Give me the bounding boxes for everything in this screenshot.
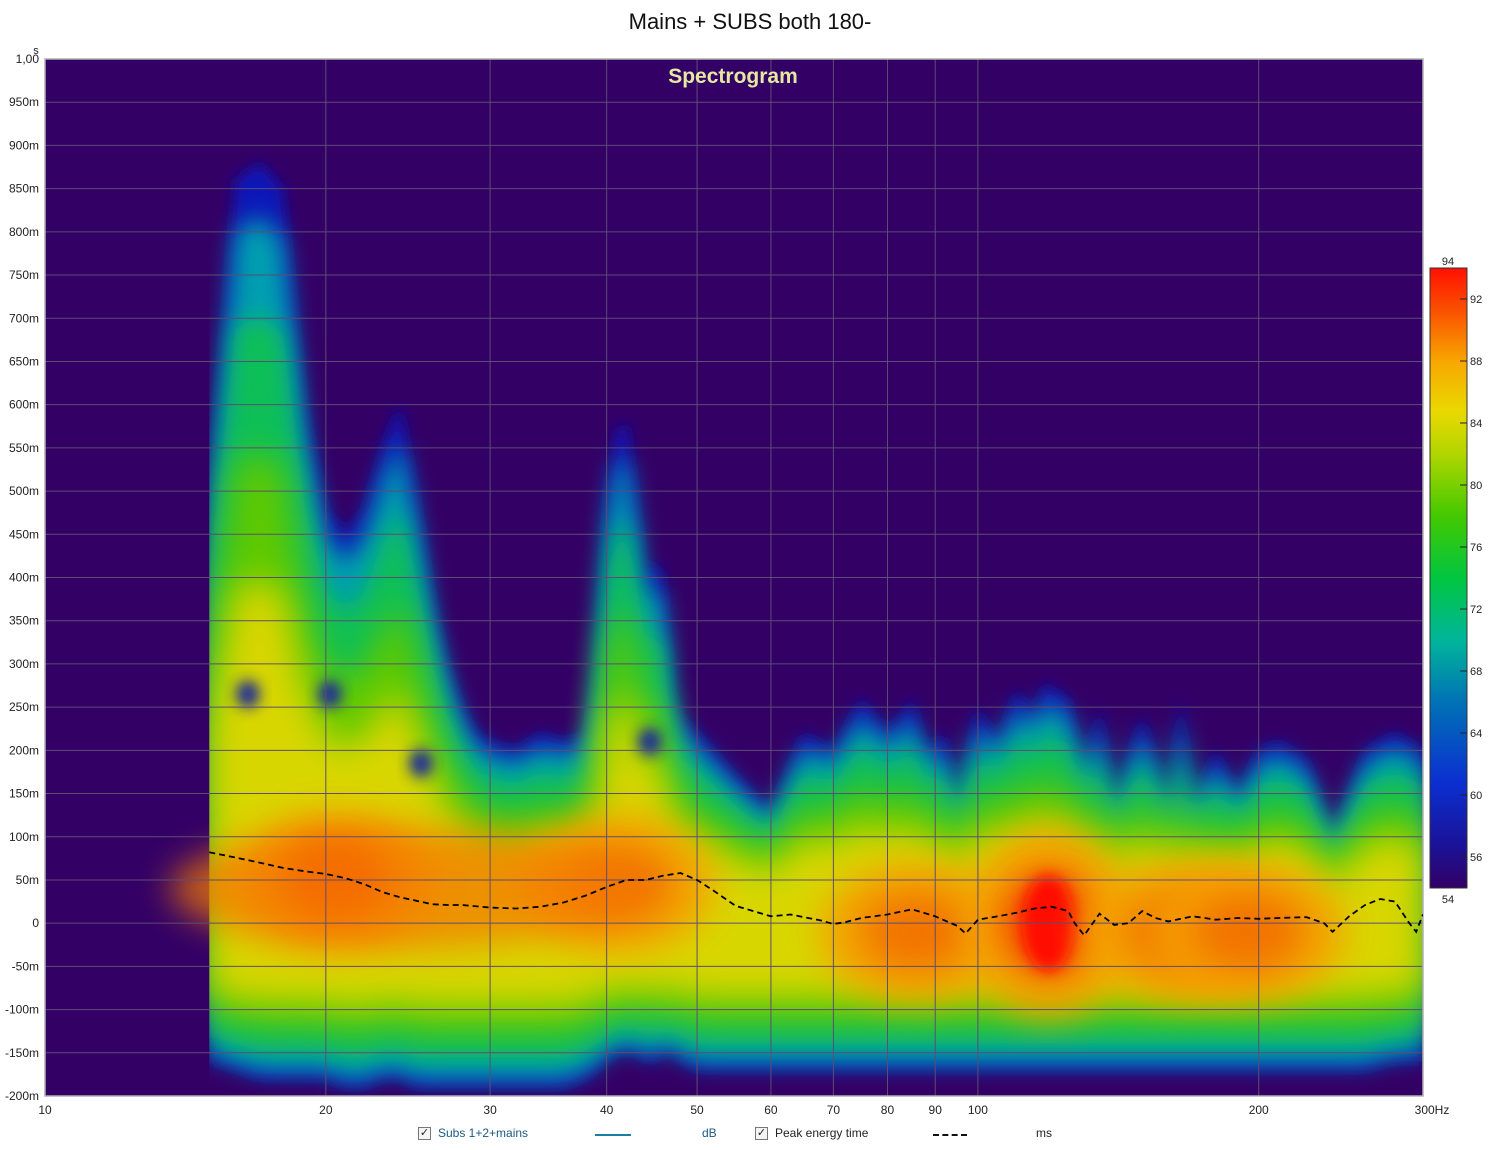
colorbar-tick-label: 94	[1442, 256, 1454, 268]
y-tick-label: 50m	[16, 873, 39, 887]
x-tick-labels: 10 20 30 40 50 60 70 80 90 100 200 300Hz	[38, 1103, 1449, 1117]
y-tick-label: 950m	[9, 95, 39, 109]
x-tick-label: 60	[764, 1103, 778, 1117]
grid-lines	[45, 59, 1423, 1096]
y-tick-label: -200m	[5, 1089, 39, 1103]
y-tick-label: 400m	[9, 571, 39, 585]
y-tick-label: 800m	[9, 225, 39, 239]
colorbar-tick-label: 64	[1470, 728, 1482, 740]
y-tick-labels: 1,00 950m 900m 850m 800m 750m 700m 650m 600m 550m…	[5, 52, 39, 1103]
y-tick-label: 1,00	[16, 52, 40, 66]
x-tick-label: 300Hz	[1415, 1103, 1450, 1117]
peak-unit-label: ms	[1036, 1126, 1052, 1140]
subs-checkbox[interactable]: ✓	[418, 1126, 431, 1140]
subs-unit: dB	[702, 1126, 717, 1140]
y-tick-label: 350m	[9, 614, 39, 628]
x-tick-label: 70	[827, 1103, 841, 1117]
plot-border	[44, 58, 1424, 1097]
x-tick-label: 100	[968, 1103, 988, 1117]
null-spot-1	[317, 680, 342, 709]
y-axis-unit: s	[33, 45, 39, 57]
spectrogram-label: Spectrogram	[668, 65, 798, 88]
peak-unit: ms	[1036, 1126, 1052, 1140]
colorbar-tick-label: 60	[1470, 790, 1482, 802]
null-spot-2	[409, 749, 434, 778]
legend-item-subs[interactable]: ✓ Subs 1+2+mains	[418, 1126, 528, 1140]
y-tick-label: -50m	[12, 959, 39, 973]
subs-legend-label: Subs 1+2+mains	[438, 1126, 529, 1140]
peak-checkbox[interactable]: ✓	[755, 1126, 768, 1140]
colorbar-tick-label: 92	[1470, 294, 1482, 306]
legend-item-peak[interactable]: ✓ Peak energy time	[755, 1126, 868, 1140]
x-tick-label: 20	[319, 1103, 333, 1117]
y-tick-label: 900m	[9, 138, 39, 152]
x-tick-label: 10	[38, 1103, 52, 1117]
y-tick-label: -100m	[5, 1003, 39, 1017]
y-tick-label: 200m	[9, 743, 39, 757]
y-tick-label: 700m	[9, 311, 39, 325]
colorbar-ticks: 94 92 88 84 80 76 72 68 64 60 56 54	[1442, 256, 1482, 906]
y-tick-label: 650m	[9, 354, 39, 368]
colorbar-tick-label: 88	[1470, 356, 1482, 368]
peak-legend-label: Peak energy time	[775, 1126, 869, 1140]
x-tick-label: 50	[690, 1103, 704, 1117]
peak-legend-swatch	[933, 1134, 967, 1136]
null-spot-3	[637, 727, 662, 756]
null-spot-0	[235, 680, 260, 709]
y-tick-label: 500m	[9, 484, 39, 498]
y-tick-label: 850m	[9, 182, 39, 196]
y-tick-label: 100m	[9, 830, 39, 844]
y-tick-label: 550m	[9, 441, 39, 455]
y-tick-label: 600m	[9, 398, 39, 412]
colorbar-tick-label: 72	[1470, 604, 1482, 616]
colorbar	[1429, 267, 1468, 889]
colorbar-tick-label: 76	[1470, 542, 1482, 554]
colorbar-tick-label: 56	[1470, 852, 1482, 864]
colorbar-tick-label: 84	[1470, 418, 1482, 430]
x-tick-label: 90	[929, 1103, 943, 1117]
colorbar-tick-label: 80	[1470, 480, 1482, 492]
hotspot-core-5	[1192, 893, 1305, 971]
y-tick-label: 450m	[9, 527, 39, 541]
colorbar-tick-label: 68	[1470, 666, 1482, 678]
subs-unit-label: dB	[702, 1126, 717, 1140]
y-tick-label: 300m	[9, 657, 39, 671]
y-tick-label: 750m	[9, 268, 39, 282]
low-freq-warm-band	[169, 828, 630, 949]
chart-title: Mains + SUBS both 180-	[628, 9, 872, 34]
x-tick-label: 40	[600, 1103, 614, 1117]
x-tick-label: 200	[1249, 1103, 1269, 1117]
x-tick-label: 80	[881, 1103, 895, 1117]
x-tick-label: 30	[483, 1103, 497, 1117]
y-tick-label: 150m	[9, 787, 39, 801]
y-tick-label: -150m	[5, 1046, 39, 1060]
hotspot-core-2	[860, 893, 973, 971]
peak-energy-time-line	[209, 851, 1423, 937]
subs-legend-swatch	[595, 1134, 631, 1136]
y-tick-label: 250m	[9, 700, 39, 714]
colorbar-tick-label: 54	[1442, 894, 1454, 906]
y-tick-label: 0	[32, 916, 39, 930]
